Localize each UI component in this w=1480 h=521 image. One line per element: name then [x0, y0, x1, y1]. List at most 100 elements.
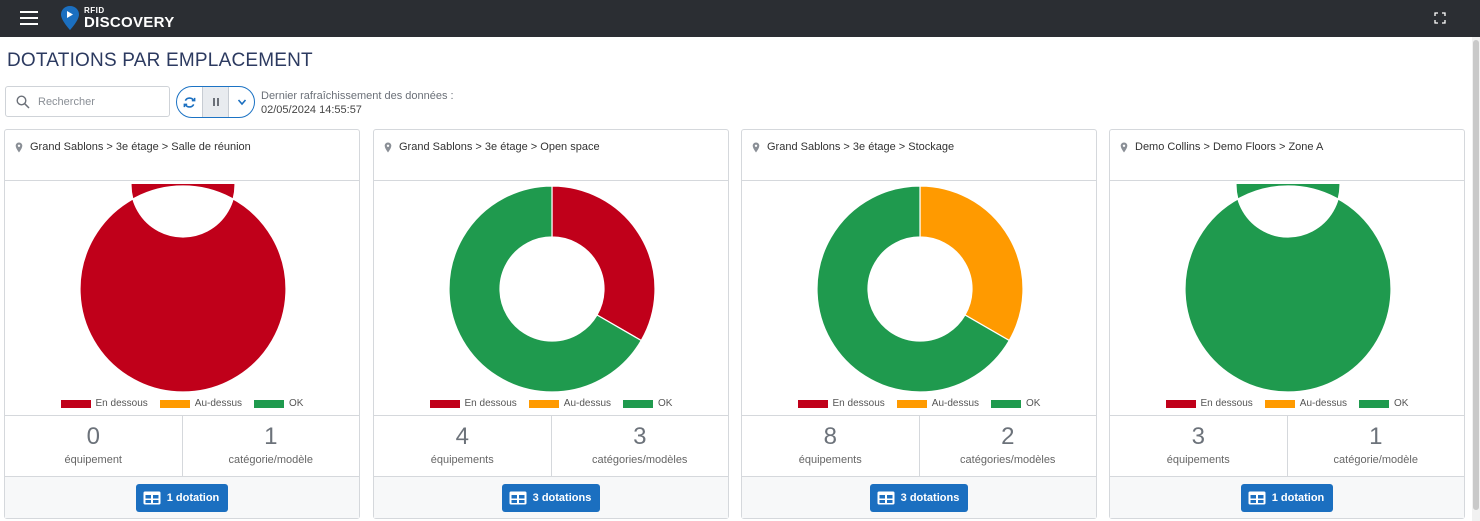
- donut-slice-en-dessous[interactable]: [551, 185, 656, 342]
- legend-item[interactable]: OK: [254, 398, 303, 409]
- category-count: 1: [1369, 423, 1383, 450]
- equipment-count: 4: [455, 423, 469, 450]
- category-stat: 3 catégories/modèles: [550, 416, 729, 476]
- card-header: Demo Collins > Demo Floors > Zone A: [1110, 130, 1464, 181]
- chart-legend: En dessous Au-dessus OK: [1110, 398, 1464, 409]
- pause-button[interactable]: [202, 87, 229, 117]
- card-header: Grand Sablons > 3e étage > Stockage: [742, 130, 1096, 181]
- category-label: catégories/modèles: [960, 454, 1056, 466]
- category-stat: 1 catégorie/modèle: [181, 416, 360, 476]
- legend-label: OK: [289, 398, 304, 409]
- dotation-button-label: 1 dotation: [166, 491, 220, 504]
- category-count: 1: [264, 423, 278, 450]
- pause-icon: [212, 98, 219, 106]
- donut-slice-au-dessus[interactable]: [919, 185, 1024, 342]
- location-pin-logo-icon: [61, 6, 79, 30]
- dotation-button-label: 3 dotations: [900, 491, 960, 504]
- legend-item[interactable]: Au-dessus: [528, 398, 612, 409]
- category-label: catégorie/modèle: [1333, 454, 1418, 466]
- donut-slice-ok[interactable]: [448, 185, 643, 393]
- legend-label: OK: [658, 398, 673, 409]
- dotation-button[interactable]: 1 dotation: [1240, 483, 1334, 512]
- category-stat: 1 catégorie/modèle: [1286, 416, 1465, 476]
- dotation-button[interactable]: 3 dotations: [501, 483, 601, 512]
- logo-big-text: DISCOVERY: [84, 13, 175, 31]
- location-path: Demo Collins > Demo Floors > Zone A: [1135, 141, 1324, 153]
- equipment-stat: 4 équipements: [374, 416, 551, 476]
- category-count: 2: [1001, 423, 1015, 450]
- table-icon: [1248, 491, 1266, 504]
- legend-item[interactable]: OK: [991, 398, 1040, 409]
- legend-swatch: [797, 399, 828, 408]
- equipment-label: équipements: [798, 454, 862, 466]
- card-header: Grand Sablons > 3e étage > Salle de réun…: [5, 130, 359, 181]
- legend-swatch: [1264, 399, 1295, 408]
- legend-label: Au-dessus: [563, 398, 612, 409]
- menu-icon[interactable]: [20, 11, 38, 25]
- search-icon: [16, 94, 30, 109]
- app-logo[interactable]: RFID DISCOVERY: [60, 3, 175, 33]
- legend-item[interactable]: Au-dessus: [1264, 398, 1347, 409]
- chart-legend: En dessous Au-dessus OK: [742, 398, 1096, 409]
- card-footer: 3 dotations: [742, 477, 1096, 518]
- card-stats: 0 équipement 1 catégorie/modèle: [5, 416, 359, 477]
- donut-chart: [1184, 184, 1392, 393]
- last-refresh-label: Dernier rafraîchissement des données :: [261, 90, 454, 102]
- legend-item[interactable]: En dessous: [60, 398, 148, 409]
- legend-swatch: [429, 399, 460, 408]
- equipment-label: équipements: [1166, 454, 1230, 466]
- legend-swatch: [1359, 399, 1390, 408]
- dotation-button-label: 3 dotations: [532, 491, 592, 504]
- dotation-button[interactable]: 1 dotation: [135, 483, 229, 512]
- legend-swatch: [159, 399, 190, 408]
- legend-item[interactable]: Au-dessus: [159, 398, 243, 409]
- card-footer: 1 dotation: [1110, 477, 1464, 518]
- card-stats: 3 équipements 1 catégorie/modèle: [1110, 416, 1464, 477]
- chart-legend: En dessous Au-dessus OK: [5, 398, 359, 409]
- location-path: Grand Sablons > 3e étage > Stockage: [767, 141, 955, 153]
- refresh-controls: [176, 86, 255, 118]
- location-path: Grand Sablons > 3e étage > Open space: [399, 141, 600, 153]
- legend-item[interactable]: En dessous: [797, 398, 885, 409]
- category-label: catégorie/modèle: [228, 454, 313, 466]
- legend-label: OK: [1026, 398, 1041, 409]
- legend-item[interactable]: OK: [623, 398, 672, 409]
- legend-item[interactable]: Au-dessus: [896, 398, 980, 409]
- donut-chart-panel: En dessous Au-dessus OK: [1110, 181, 1464, 416]
- donut-chart-panel: En dessous Au-dessus OK: [5, 181, 359, 416]
- refresh-button[interactable]: [177, 87, 202, 117]
- legend-label: Au-dessus: [931, 398, 980, 409]
- fullscreen-icon[interactable]: [1434, 12, 1446, 24]
- refresh-icon: [183, 96, 196, 108]
- legend-item[interactable]: OK: [1359, 398, 1408, 409]
- legend-item[interactable]: En dessous: [429, 398, 517, 409]
- legend-label: Au-dessus: [194, 398, 243, 409]
- location-card: Grand Sablons > 3e étage > Open space En…: [373, 129, 729, 519]
- location-card: Grand Sablons > 3e étage > Stockage En d…: [741, 129, 1097, 519]
- donut-slice-ok[interactable]: [816, 185, 1011, 393]
- equipment-stat: 3 équipements: [1110, 416, 1287, 476]
- donut-slice-en-dessous[interactable]: [79, 184, 287, 393]
- map-marker-icon: [15, 142, 23, 153]
- legend-swatch: [623, 399, 654, 408]
- chart-legend: En dessous Au-dessus OK: [374, 398, 728, 409]
- search-box[interactable]: [5, 86, 170, 117]
- category-label: catégories/modèles: [592, 454, 688, 466]
- refresh-options-dropdown[interactable]: [229, 87, 254, 117]
- dotation-button-label: 1 dotation: [1271, 491, 1325, 504]
- card-header: Grand Sablons > 3e étage > Open space: [374, 130, 728, 181]
- map-marker-icon: [752, 142, 760, 153]
- map-marker-icon: [1120, 142, 1128, 153]
- donut-slice-ok[interactable]: [1184, 184, 1392, 393]
- page-title: DOTATIONS PAR EMPLACEMENT: [7, 50, 313, 71]
- search-input[interactable]: [38, 95, 158, 108]
- card-stats: 4 équipements 3 catégories/modèles: [374, 416, 728, 477]
- legend-swatch: [896, 399, 927, 408]
- category-stat: 2 catégories/modèles: [918, 416, 1097, 476]
- scrollbar-thumb[interactable]: [1473, 40, 1479, 510]
- dotation-button[interactable]: 3 dotations: [869, 483, 969, 512]
- legend-label: En dessous: [1200, 398, 1253, 409]
- equipment-stat: 0 équipement: [5, 416, 182, 476]
- legend-item[interactable]: En dessous: [1165, 398, 1253, 409]
- donut-chart: [79, 184, 287, 393]
